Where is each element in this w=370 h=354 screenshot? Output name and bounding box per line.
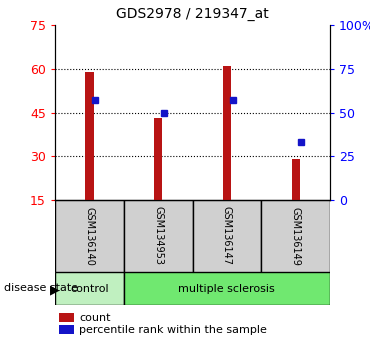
- Text: ▶: ▶: [50, 284, 60, 297]
- Bar: [192, 200, 261, 272]
- Text: GSM136140: GSM136140: [84, 207, 94, 266]
- Bar: [124, 272, 330, 305]
- Bar: [124, 200, 192, 272]
- Title: GDS2978 / 219347_at: GDS2978 / 219347_at: [116, 7, 269, 21]
- Text: percentile rank within the sample: percentile rank within the sample: [79, 325, 267, 335]
- Text: count: count: [79, 313, 111, 323]
- Text: multiple sclerosis: multiple sclerosis: [178, 284, 275, 293]
- Bar: [154, 118, 162, 200]
- Bar: [223, 66, 231, 200]
- Bar: [55, 200, 124, 272]
- Bar: [85, 72, 94, 200]
- Text: disease state: disease state: [4, 283, 78, 293]
- Text: GSM136147: GSM136147: [222, 206, 232, 266]
- Bar: [261, 200, 330, 272]
- Text: GSM134953: GSM134953: [153, 206, 163, 266]
- Text: GSM136149: GSM136149: [290, 207, 300, 266]
- Bar: [292, 159, 300, 200]
- Bar: [55, 272, 124, 305]
- Text: control: control: [70, 284, 109, 293]
